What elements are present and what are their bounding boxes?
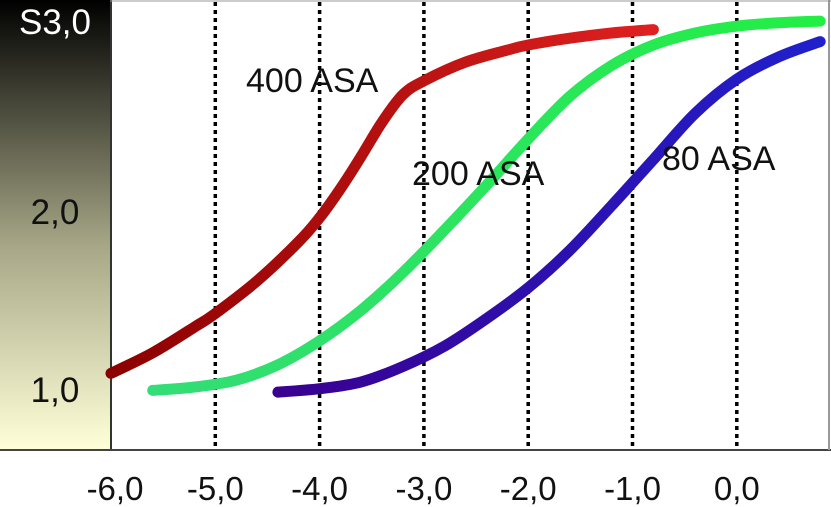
curve-400-asa [105,24,659,379]
x-tick-label-0: -6,0 [87,470,144,507]
x-tick-label-5: -1,0 [604,470,661,507]
label-80-asa: 80 ASA [662,140,776,178]
density-gradient-strip [0,0,110,450]
curve-80-asa [272,36,826,398]
x-tick-label-1: -5,0 [187,470,244,507]
y-tick-label-2: 2,0 [31,193,80,232]
x-tick-label-2: -4,0 [291,470,348,507]
x-tick-label-3: -3,0 [395,470,452,507]
x-tick-label-6: 0,0 [714,470,760,507]
series-curves [105,15,826,398]
x-tick-labels: -6,0 -5,0 -4,0 -3,0 -2,0 -1,0 0,0 [87,470,760,507]
y-tick-label-3: S3,0 [19,3,91,42]
label-200-asa: 200 ASA [412,155,545,193]
label-400-asa: 400 ASA [246,62,379,100]
y-tick-label-1: 1,0 [31,371,80,410]
x-tick-label-4: -2,0 [500,470,557,507]
curve-200-asa [147,15,826,396]
